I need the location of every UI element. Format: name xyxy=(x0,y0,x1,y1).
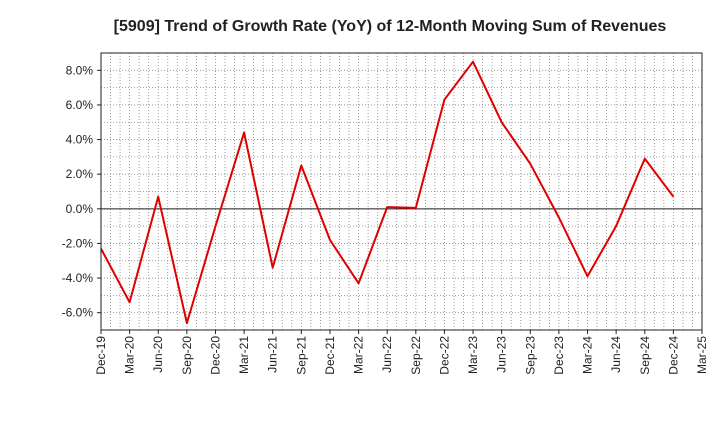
x-tick-label: Mar-23 xyxy=(466,336,480,374)
x-tick-label: Dec-19 xyxy=(94,336,108,375)
plot-area xyxy=(100,52,703,331)
x-tick-label: Jun-22 xyxy=(380,336,394,373)
x-tick-label: Mar-24 xyxy=(581,336,595,374)
y-tick-label: -6.0% xyxy=(62,306,94,320)
x-tick-label: Jun-23 xyxy=(495,336,509,373)
x-tick-label: Mar-22 xyxy=(352,336,366,374)
y-tick-label: 4.0% xyxy=(66,133,94,147)
x-axis-ticks: Dec-19 Mar-20 Jun-20 Sep-20 Dec-20 Mar-21 Jun-… xyxy=(94,330,709,375)
x-tick-label: Mar-25 xyxy=(695,336,709,374)
y-tick-label: 2.0% xyxy=(66,167,94,181)
x-tick-label: Jun-20 xyxy=(151,336,165,373)
x-tick-label: Sep-20 xyxy=(180,336,194,375)
x-tick-label: Sep-21 xyxy=(294,336,308,375)
y-tick-label: 0.0% xyxy=(66,202,94,216)
x-tick-label: Dec-21 xyxy=(323,336,337,375)
x-tick-label: Dec-22 xyxy=(437,336,451,375)
x-tick-label: Dec-20 xyxy=(208,336,222,375)
x-tick-label: Sep-22 xyxy=(409,336,423,375)
x-tick-label: Mar-20 xyxy=(123,336,137,374)
y-tick-label: 8.0% xyxy=(66,63,94,77)
chart-title: [5909] Trend of Growth Rate (YoY) of 12-… xyxy=(114,18,667,35)
grid-lines xyxy=(101,53,702,330)
y-tick-label: 6.0% xyxy=(66,98,94,112)
x-tick-label: Mar-21 xyxy=(237,336,251,374)
y-tick-label: -2.0% xyxy=(62,236,94,250)
y-tick-label: -4.0% xyxy=(62,271,94,285)
x-tick-label: Dec-24 xyxy=(666,336,680,375)
x-tick-label: Jun-21 xyxy=(266,336,280,373)
series-line xyxy=(100,60,675,325)
x-tick-label: Jun-24 xyxy=(609,336,623,373)
x-tick-label: Sep-23 xyxy=(523,336,537,375)
x-tick-label: Dec-23 xyxy=(552,336,566,375)
x-tick-label: Sep-24 xyxy=(638,336,652,375)
y-axis-ticks: 8.0% 6.0% 4.0% 2.0% 0.0% -2.0% -4.0% -6.0% xyxy=(62,63,101,320)
